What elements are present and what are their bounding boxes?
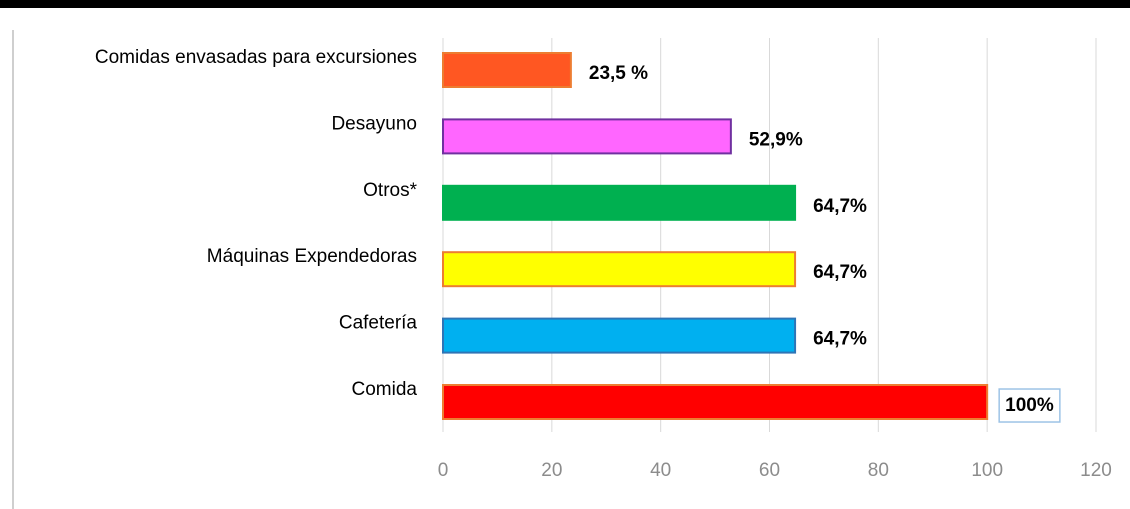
category-label: Comidas envasadas para excursiones: [95, 47, 417, 68]
value-label: 100%: [1005, 395, 1054, 416]
value-label: 64,7%: [813, 329, 867, 350]
bar: [442, 251, 797, 288]
bar: [442, 184, 797, 221]
bar: [442, 118, 732, 155]
category-label: Cafetería: [339, 313, 418, 334]
category-label: Desayuno: [331, 113, 417, 134]
bar: [442, 317, 797, 354]
x-tick-label: 40: [650, 460, 671, 481]
x-tick-label: 80: [868, 460, 889, 481]
value-label-box: [998, 388, 1061, 423]
value-label: 52,9%: [749, 129, 803, 150]
value-label: 23,5 %: [589, 63, 648, 84]
x-tick-label: 0: [438, 460, 449, 481]
x-tick-label: 60: [759, 460, 780, 481]
x-tick-label: 100: [971, 460, 1003, 481]
top-border: [0, 0, 1130, 8]
x-tick-label: 20: [541, 460, 562, 481]
bar: [442, 384, 989, 420]
value-label: 64,7%: [813, 262, 867, 283]
category-label: Otros*: [363, 180, 417, 201]
bar: [442, 52, 572, 88]
value-label: 64,7%: [813, 196, 867, 217]
category-label: Comida: [352, 379, 418, 400]
x-tick-label: 120: [1080, 460, 1112, 481]
category-label: Máquinas Expendedoras: [207, 246, 417, 267]
